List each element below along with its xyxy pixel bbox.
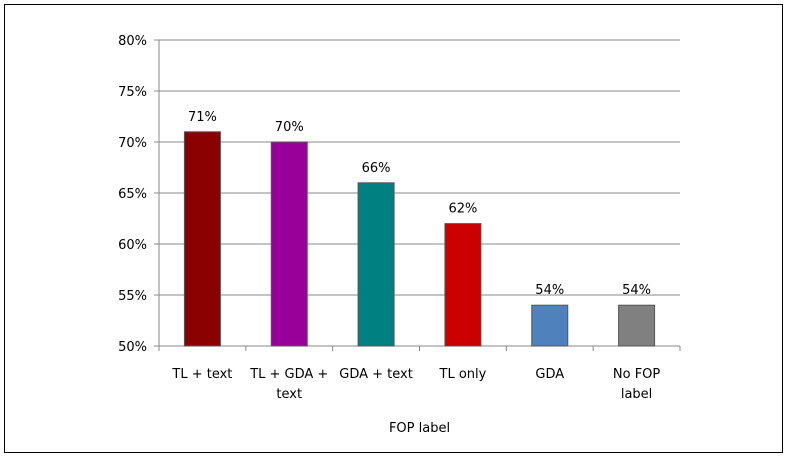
x-tick-label: TL only (439, 367, 487, 382)
bar (357, 182, 395, 347)
x-tick-label: TL + text (171, 367, 232, 382)
y-tick-label: 65% (118, 187, 147, 202)
x-tick-label: TL + GDA + (249, 367, 328, 382)
bar (531, 304, 569, 347)
y-tick-label: 55% (118, 289, 147, 304)
y-tick-label: 80% (118, 34, 147, 49)
data-label: 54% (622, 283, 651, 298)
x-tick-label: text (276, 387, 302, 402)
x-tick-label: GDA (535, 367, 564, 382)
bar (183, 131, 221, 347)
x-tick-label: label (621, 387, 652, 402)
data-label: 62% (448, 202, 477, 217)
y-tick-label: 50% (118, 340, 147, 355)
chart-frame (4, 4, 783, 453)
y-tick-label: 60% (118, 238, 147, 253)
x-tick-label: No FOP (613, 367, 661, 382)
x-axis-title: FOP label (389, 421, 450, 436)
bar (618, 304, 656, 347)
bar (270, 141, 308, 347)
y-tick-label: 70% (118, 136, 147, 151)
data-label: 70% (275, 120, 304, 135)
x-tick-label: GDA + text (339, 367, 413, 382)
y-tick-label: 75% (118, 85, 147, 100)
data-label: 71% (188, 110, 217, 125)
bar (444, 223, 482, 347)
data-label: 66% (362, 161, 391, 176)
data-label: 54% (535, 283, 564, 298)
